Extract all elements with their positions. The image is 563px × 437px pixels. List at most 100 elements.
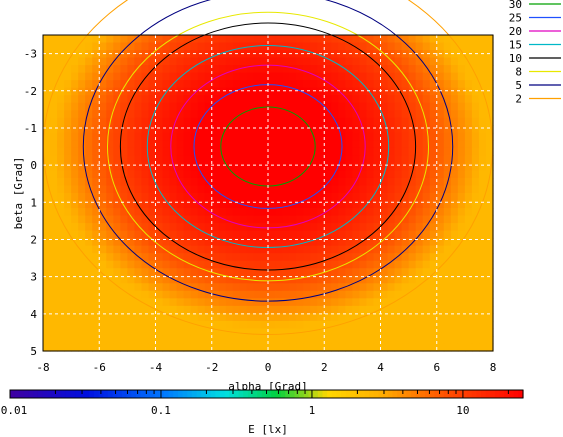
heatmap-cell (141, 238, 150, 247)
heatmap-cell (246, 313, 255, 322)
heatmap-cell (99, 238, 107, 247)
heatmap-cell (225, 87, 234, 96)
heatmap-cell (246, 335, 255, 345)
heatmap-cell (450, 65, 459, 74)
heatmap-cell (141, 305, 150, 314)
heatmap-cell (331, 177, 339, 187)
heatmap-cell (373, 208, 382, 217)
heatmap-cell (141, 87, 150, 96)
heatmap-cell (324, 132, 332, 141)
heatmap-cell (289, 298, 297, 307)
heatmap-cell (92, 260, 100, 269)
heatmap-cell (289, 260, 297, 269)
heatmap-cell (253, 245, 262, 254)
heatmap-cell (345, 177, 353, 187)
heatmap-cell (190, 102, 199, 111)
heatmap-cell (478, 155, 487, 164)
heatmap-cell (225, 117, 234, 126)
heatmap-cell (429, 95, 438, 104)
heatmap-cell (478, 102, 487, 111)
heatmap-cell (464, 208, 473, 217)
heatmap-cell (457, 65, 466, 74)
heatmap-cell (141, 65, 150, 74)
heatmap-cell (450, 275, 459, 284)
heatmap-cell (464, 275, 473, 284)
colorbar-cell (238, 390, 244, 398)
heatmap-cell (422, 238, 431, 247)
heatmap-cell (436, 125, 445, 134)
heatmap-cell (162, 125, 171, 134)
heatmap-cell (422, 313, 431, 322)
heatmap-cell (85, 50, 93, 59)
heatmap-cell (303, 132, 311, 141)
heatmap-cell (373, 275, 382, 284)
heatmap-cell (106, 95, 114, 104)
heatmap-cell (120, 313, 128, 322)
colorbar-cell (369, 390, 375, 398)
heatmap-cell (268, 162, 276, 172)
heatmap-cell (106, 170, 114, 179)
heatmap-cell (197, 117, 206, 126)
heatmap-cell (155, 290, 164, 299)
heatmap-cell (429, 170, 438, 179)
heatmap-cell (204, 102, 213, 111)
heatmap-cell (141, 57, 150, 66)
heatmap-cell (232, 275, 241, 284)
heatmap-cell (218, 162, 227, 172)
heatmap-cell (43, 65, 51, 74)
heatmap-cell (331, 65, 339, 74)
heatmap-cell (155, 298, 164, 307)
heatmap-cell (471, 110, 480, 119)
colorbar-cell (303, 390, 310, 398)
heatmap-cell (246, 177, 255, 187)
heatmap-cell (155, 268, 164, 277)
heatmap-cell (92, 50, 100, 59)
heatmap-cell (232, 72, 241, 81)
heatmap-cell (50, 320, 58, 330)
heatmap-cell (43, 230, 51, 239)
heatmap-cell (99, 35, 107, 44)
heatmap-cell (218, 223, 227, 232)
heatmap-cell (106, 305, 114, 314)
heatmap-cell (162, 177, 171, 187)
heatmap-cell (71, 245, 79, 254)
heatmap-cell (190, 298, 199, 307)
heatmap-cell (324, 208, 332, 217)
heatmap-cell (373, 328, 382, 337)
heatmap-cell (64, 102, 72, 111)
heatmap-cell (78, 147, 86, 156)
heatmap-cell (260, 177, 269, 187)
heatmap-cell (197, 215, 206, 224)
heatmap-cell (197, 335, 206, 345)
heatmap-cell (429, 283, 438, 292)
heatmap-cell (106, 155, 114, 164)
y-tick-label: 4 (30, 308, 37, 321)
heatmap-cell (43, 193, 51, 202)
heatmap-cell (134, 328, 143, 337)
heatmap-cell (415, 65, 424, 74)
heatmap-cell (113, 185, 121, 194)
heatmap-cell (268, 193, 276, 202)
heatmap-cell (331, 238, 339, 247)
heatmap-cell (485, 343, 494, 352)
heatmap-cell (345, 223, 353, 232)
colorbar-cell (37, 390, 44, 398)
heatmap-cell (401, 132, 410, 141)
heatmap-cell (106, 245, 114, 254)
heatmap-cell (387, 283, 396, 292)
heatmap-cell (345, 298, 353, 307)
heatmap-cell (485, 230, 494, 239)
heatmap-cell (394, 313, 403, 322)
heatmap-cell (268, 305, 276, 314)
heatmap-cell (162, 193, 171, 202)
heatmap-cell (204, 275, 213, 284)
heatmap-cell (190, 42, 199, 51)
heatmap-cell (464, 125, 473, 134)
heatmap-cell (289, 268, 297, 277)
x-tick-label: -6 (93, 361, 106, 374)
heatmap-cell (471, 208, 480, 217)
heatmap-cell (57, 185, 65, 194)
heatmap-cell (176, 117, 185, 126)
heatmap-cell (408, 320, 417, 330)
heatmap-cell (99, 42, 107, 51)
